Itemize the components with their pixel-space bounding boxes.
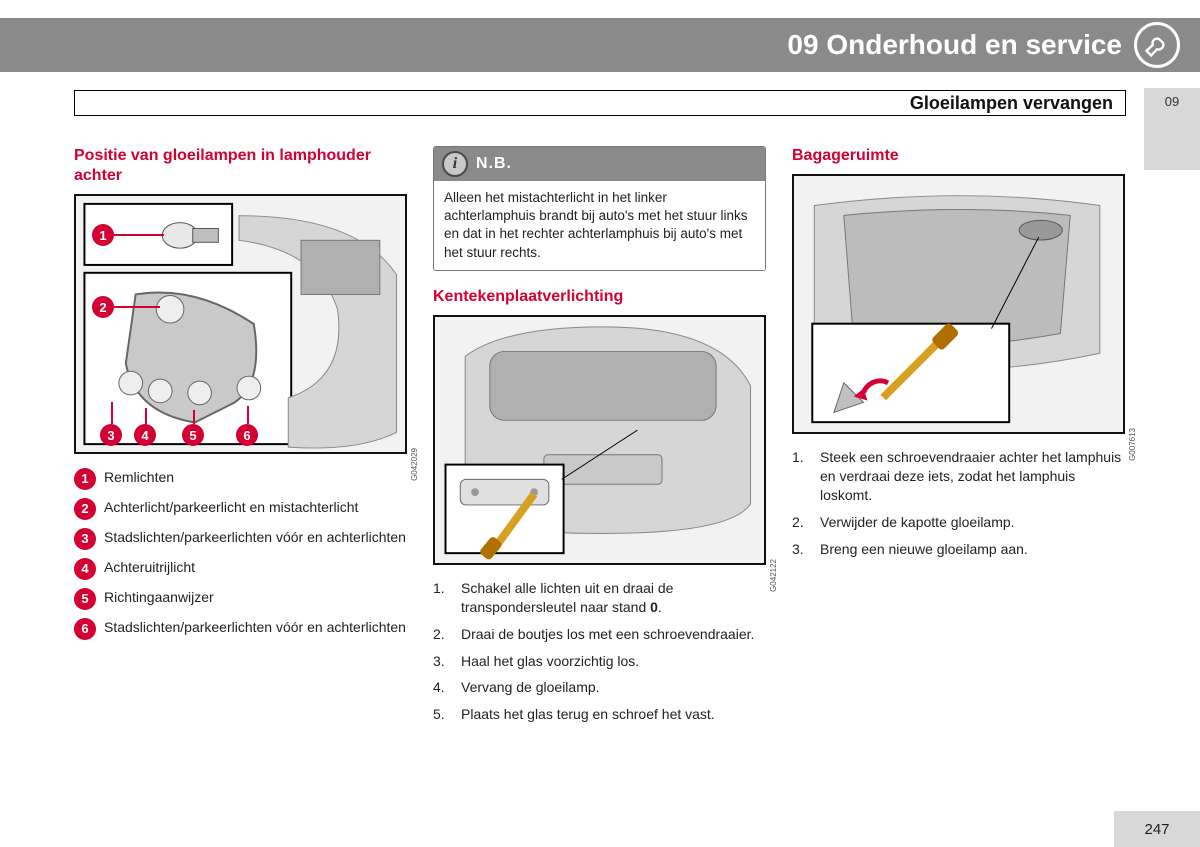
info-icon: i bbox=[442, 151, 468, 177]
step: Plaats het glas terug en schroef het vas… bbox=[433, 705, 766, 724]
legend-item: 4 Achteruitrijlicht bbox=[74, 558, 407, 580]
legend-marker: 1 bbox=[74, 468, 96, 490]
legend-text: Stadslichten/parkeerlichten vóór en acht… bbox=[104, 528, 406, 546]
info-box-header: i N.B. bbox=[434, 147, 765, 181]
callout-6: 6 bbox=[236, 424, 258, 446]
legend-text: Remlichten bbox=[104, 468, 174, 486]
info-box-title: N.B. bbox=[476, 155, 512, 173]
col3-steps: Steek een schroevendraaier achter het la… bbox=[792, 448, 1125, 558]
legend-text: Achteruitrijlicht bbox=[104, 558, 195, 576]
legend-marker: 5 bbox=[74, 588, 96, 610]
side-tab-label: 09 bbox=[1165, 94, 1179, 109]
figure-rear-lamp-positions: 1 2 3 4 5 6 G042029 bbox=[74, 194, 407, 454]
figure-luggage-compartment: G007613 bbox=[792, 174, 1125, 434]
section-title: Gloeilampen vervangen bbox=[910, 93, 1113, 114]
callout-3: 3 bbox=[100, 424, 122, 446]
step: Vervang de gloeilamp. bbox=[433, 678, 766, 697]
step: Verwijder de kapotte gloeilamp. bbox=[792, 513, 1125, 532]
legend-item: 1 Remlichten bbox=[74, 468, 407, 490]
figure-code-3: G007613 bbox=[1128, 428, 1137, 461]
legend-text: Stadslichten/parkeerlichten vóór en acht… bbox=[104, 618, 406, 636]
callout-4: 4 bbox=[134, 424, 156, 446]
page-number-box: 247 bbox=[1114, 811, 1200, 847]
figure-license-plate-light: G042122 bbox=[433, 315, 766, 565]
section-title-bar: Gloeilampen vervangen bbox=[74, 90, 1126, 116]
step: Breng een nieuwe gloeilamp aan. bbox=[792, 540, 1125, 559]
col1-heading: Positie van gloeilampen in lamphouder ac… bbox=[74, 146, 407, 186]
legend-marker: 2 bbox=[74, 498, 96, 520]
info-box: i N.B. Alleen het mistachterlicht in het… bbox=[433, 146, 766, 271]
col2-steps: Schakel alle lichten uit en draai de tra… bbox=[433, 579, 766, 724]
step: Haal het glas voorzichtig los. bbox=[433, 652, 766, 671]
legend-marker: 3 bbox=[74, 528, 96, 550]
legend-list: 1 Remlichten 2 Achterlicht/parkeerlicht en… bbox=[74, 468, 407, 640]
legend-item: 2 Achterlicht/parkeerlicht en mistachterl… bbox=[74, 498, 407, 520]
column-3: Bagageruimte G007613 Steek een s bbox=[792, 146, 1125, 732]
side-tab: 09 bbox=[1144, 88, 1200, 170]
figure-code-2: G042122 bbox=[769, 559, 778, 592]
chapter-title: 09 Onderhoud en service bbox=[787, 29, 1122, 61]
callout-5: 5 bbox=[182, 424, 204, 446]
legend-marker: 6 bbox=[74, 618, 96, 640]
legend-marker: 4 bbox=[74, 558, 96, 580]
content-columns: Positie van gloeilampen in lamphouder ac… bbox=[74, 146, 1126, 732]
column-1: Positie van gloeilampen in lamphouder ac… bbox=[74, 146, 407, 732]
info-box-body: Alleen het mistachterlicht in het linker… bbox=[434, 181, 765, 270]
step: Steek een schroevendraaier achter het la… bbox=[792, 448, 1125, 505]
callout-2: 2 bbox=[92, 296, 114, 318]
callout-1: 1 bbox=[92, 224, 114, 246]
legend-item: 6 Stadslichten/parkeerlichten vóór en ach… bbox=[74, 618, 407, 640]
step: Draai de boutjes los met een schroevendr… bbox=[433, 625, 766, 644]
luggage-illustration bbox=[794, 176, 1123, 432]
step: Schakel alle lichten uit en draai de tra… bbox=[433, 579, 766, 617]
col2-heading: Kentekenplaatverlichting bbox=[433, 287, 766, 307]
chapter-header: 09 Onderhoud en service bbox=[0, 18, 1200, 72]
legend-item: 3 Stadslichten/parkeerlichten vóór en ach… bbox=[74, 528, 407, 550]
legend-text: Richtingaanwijzer bbox=[104, 588, 214, 606]
legend-text: Achterlicht/parkeerlicht en mistachterli… bbox=[104, 498, 358, 516]
column-2: i N.B. Alleen het mistachterlicht in het… bbox=[433, 146, 766, 732]
license-plate-illustration bbox=[435, 317, 764, 563]
wrench-icon bbox=[1134, 22, 1180, 68]
page-number: 247 bbox=[1144, 821, 1169, 838]
figure-code-1: G042029 bbox=[410, 448, 419, 481]
legend-item: 5 Richtingaanwijzer bbox=[74, 588, 407, 610]
col3-heading: Bagageruimte bbox=[792, 146, 1125, 166]
